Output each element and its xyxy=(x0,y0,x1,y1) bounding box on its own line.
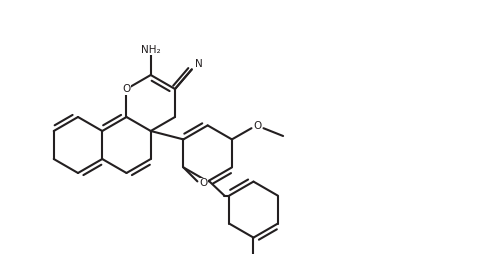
Text: NH₂: NH₂ xyxy=(141,45,160,55)
Text: O: O xyxy=(123,84,130,94)
Text: O: O xyxy=(253,121,262,131)
Text: N: N xyxy=(195,59,203,69)
Text: O: O xyxy=(199,178,208,188)
